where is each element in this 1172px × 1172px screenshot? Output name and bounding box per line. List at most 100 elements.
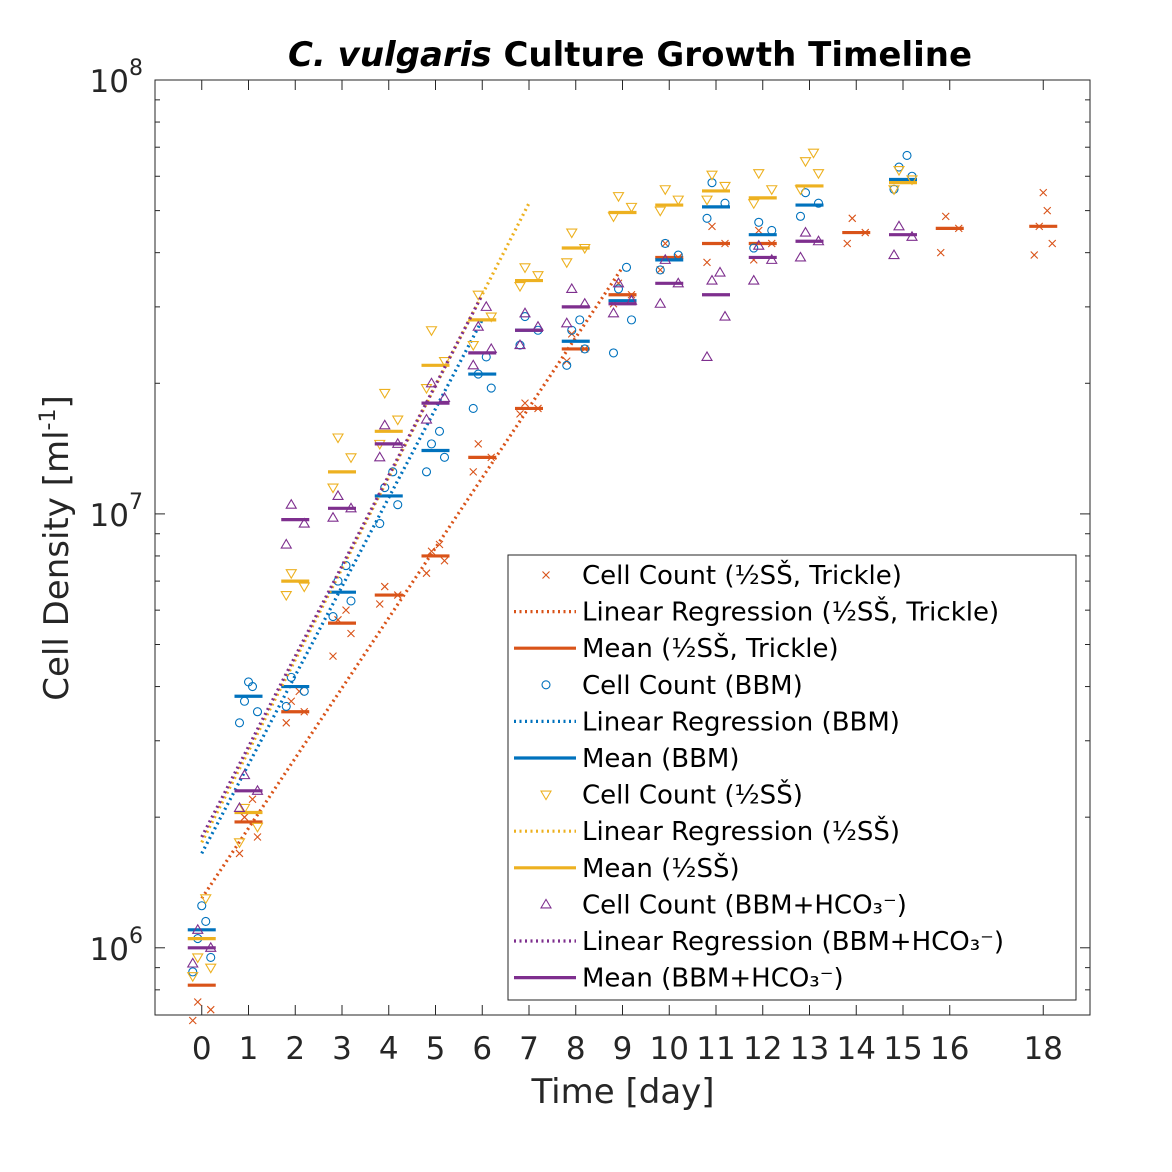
data-point bbox=[188, 967, 198, 977]
legend-item: Linear Regression (BBM) bbox=[514, 707, 900, 737]
data-point bbox=[467, 340, 480, 352]
series-2 bbox=[186, 148, 918, 983]
data-point bbox=[893, 220, 905, 231]
data-point bbox=[701, 350, 713, 361]
data-point bbox=[608, 348, 619, 358]
legend-marker bbox=[541, 680, 551, 690]
data-point bbox=[486, 383, 496, 393]
chart-title-rest: Culture Growth Timeline bbox=[492, 35, 972, 75]
legend-label: Cell Count (BBM+HCO₃⁻) bbox=[582, 890, 907, 920]
data-point bbox=[206, 952, 216, 963]
data-point bbox=[565, 282, 578, 293]
data-point bbox=[298, 517, 311, 528]
data-point bbox=[562, 360, 572, 370]
data-point bbox=[812, 169, 825, 180]
data-point bbox=[516, 410, 524, 418]
data-point bbox=[888, 185, 900, 196]
y-tick-exponent: 8 bbox=[129, 56, 143, 81]
data-point bbox=[612, 277, 625, 288]
legend-item: Cell Count (½SŠ, Trickle) bbox=[542, 559, 902, 591]
data-point bbox=[752, 169, 765, 180]
x-tick-label: 2 bbox=[285, 1031, 305, 1067]
legend-item: Linear Regression (BBM+HCO₃⁻) bbox=[514, 927, 1004, 957]
data-point bbox=[243, 677, 254, 687]
x-tick-label: 11 bbox=[696, 1031, 735, 1067]
legend-item: Cell Count (BBM) bbox=[541, 671, 803, 701]
legend-label: Mean (BBM+HCO₃⁻) bbox=[582, 964, 844, 994]
data-point bbox=[378, 388, 391, 400]
data-point bbox=[532, 271, 544, 282]
data-point bbox=[902, 150, 912, 161]
data-point bbox=[521, 399, 529, 408]
data-point bbox=[472, 320, 485, 331]
legend-item: Linear Regression (½SŠ) bbox=[514, 815, 900, 847]
data-point bbox=[941, 212, 950, 221]
data-point bbox=[388, 467, 398, 477]
data-point bbox=[701, 195, 713, 206]
data-point bbox=[422, 569, 431, 578]
data-point bbox=[485, 312, 498, 323]
legend-label: Linear Regression (½SŠ, Trickle) bbox=[582, 596, 999, 628]
data-point bbox=[375, 600, 384, 608]
x-tick-label: 12 bbox=[743, 1031, 782, 1067]
data-point bbox=[186, 957, 199, 968]
y-minor-ticks bbox=[155, 99, 1090, 1016]
data-point bbox=[765, 253, 778, 264]
data-point bbox=[240, 813, 249, 822]
data-point bbox=[469, 467, 478, 476]
data-point bbox=[621, 262, 632, 272]
data-point bbox=[427, 547, 436, 556]
legend-label: Cell Count (BBM) bbox=[582, 671, 803, 701]
data-point bbox=[843, 239, 852, 248]
x-tick-label: 14 bbox=[837, 1031, 876, 1067]
data-point bbox=[519, 307, 531, 318]
data-point bbox=[654, 297, 667, 308]
data-point bbox=[565, 228, 578, 239]
data-point bbox=[795, 211, 806, 221]
data-point bbox=[514, 282, 526, 293]
data-point bbox=[393, 500, 403, 510]
y-tick-base: 10 bbox=[90, 932, 129, 968]
data-point bbox=[435, 540, 444, 549]
y-tick-base: 10 bbox=[90, 64, 129, 100]
data-point bbox=[749, 243, 759, 253]
data-point bbox=[560, 258, 573, 269]
data-point bbox=[747, 199, 760, 210]
data-point bbox=[719, 310, 731, 321]
data-point bbox=[233, 801, 246, 813]
data-point bbox=[282, 718, 291, 727]
data-point bbox=[706, 170, 718, 181]
legend-label: Cell Count (½SŠ) bbox=[582, 779, 803, 811]
data-point bbox=[204, 963, 217, 974]
y-tick-label: 106 bbox=[90, 924, 143, 968]
data-point bbox=[660, 238, 670, 249]
y-tick-label: 107 bbox=[90, 490, 143, 534]
regression-line bbox=[200, 202, 531, 844]
legend-item: Linear Regression (½SŠ, Trickle) bbox=[514, 596, 999, 628]
y-axis-title-sup: -1 bbox=[36, 409, 61, 431]
data-point bbox=[514, 338, 526, 350]
data-point bbox=[654, 206, 667, 217]
data-point bbox=[327, 511, 339, 522]
data-point bbox=[580, 344, 590, 354]
data-point bbox=[191, 953, 204, 964]
data-point bbox=[425, 377, 438, 388]
data-point bbox=[332, 433, 344, 444]
data-point bbox=[347, 629, 355, 638]
data-point bbox=[191, 923, 204, 934]
y-tick-base: 10 bbox=[90, 498, 129, 534]
data-point bbox=[754, 217, 764, 227]
data-point bbox=[672, 195, 685, 206]
legend-item: Cell Count (½SŠ) bbox=[540, 779, 803, 811]
data-point bbox=[893, 166, 905, 177]
legend-label: Linear Regression (BBM+HCO₃⁻) bbox=[582, 927, 1004, 957]
data-point bbox=[280, 591, 293, 602]
legend-label: Mean (½SŠ, Trickle) bbox=[582, 632, 839, 664]
x-tick-label: 15 bbox=[883, 1031, 922, 1067]
data-point bbox=[655, 265, 665, 275]
data-point bbox=[607, 307, 620, 318]
data-point bbox=[252, 707, 263, 717]
data-point bbox=[472, 290, 485, 301]
data-point bbox=[438, 391, 451, 403]
